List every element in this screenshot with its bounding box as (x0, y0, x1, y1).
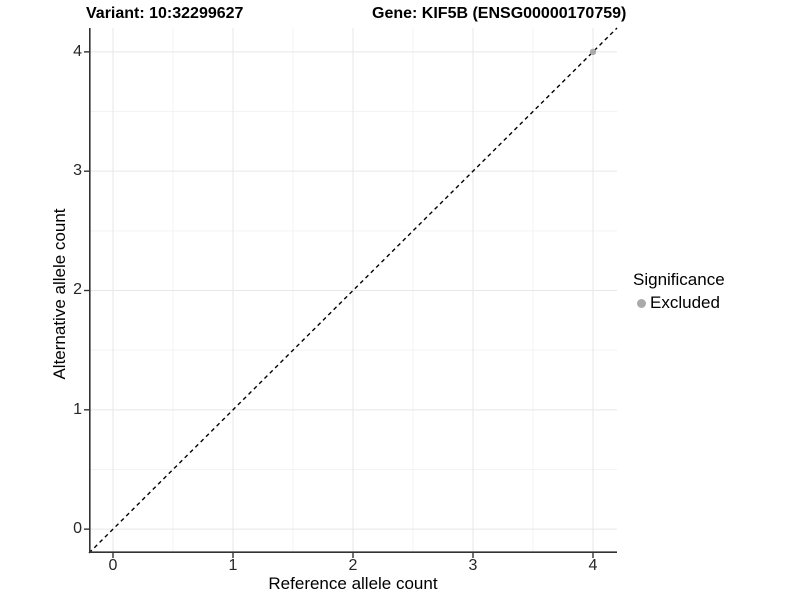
y-tick-label: 1 (73, 401, 82, 418)
x-tick-label: 4 (588, 557, 598, 574)
legend-item-label: Excluded (650, 293, 720, 312)
x-tick-label: 0 (108, 557, 118, 574)
legend: Significance Excluded (631, 270, 725, 313)
plot-canvas (84, 27, 618, 558)
y-tick-label: 4 (73, 43, 82, 60)
plot-title-gene: Gene: KIF5B (ENSG00000170759) (372, 5, 627, 22)
y-tick-label: 0 (73, 520, 82, 537)
x-axis-title: Reference allele count (268, 574, 438, 593)
y-axis-title: Alternative allele count (50, 208, 69, 380)
legend-item-excluded: Excluded (637, 293, 725, 313)
legend-title: Significance (633, 270, 725, 289)
x-tick-label: 3 (468, 557, 478, 574)
plot-title-variant: Variant: 10:32299627 (86, 5, 244, 22)
x-tick-label: 1 (228, 557, 238, 574)
x-tick-label: 2 (348, 557, 358, 574)
y-tick-label: 3 (73, 162, 82, 179)
y-tick-label: 2 (73, 281, 82, 298)
plot-panel (84, 27, 618, 558)
legend-point-icon (637, 298, 646, 308)
